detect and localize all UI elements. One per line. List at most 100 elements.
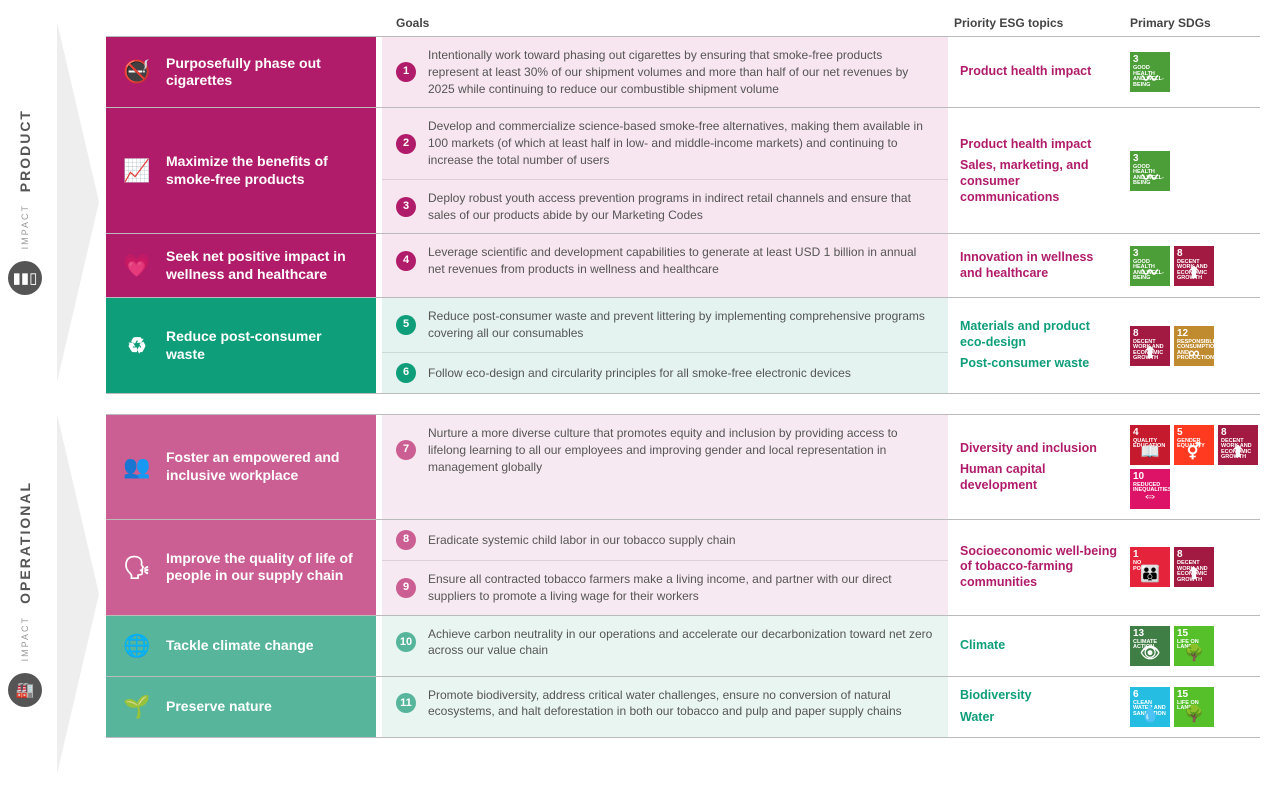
sdg-icon: 📖 bbox=[1130, 445, 1170, 461]
pillar-icon: 📈 bbox=[122, 156, 152, 186]
esg-cell: Product health impactSales, marketing, a… bbox=[954, 108, 1124, 233]
sdg-icon: ⚥ bbox=[1174, 445, 1214, 461]
goals-cell: 2 Develop and commercialize science-based… bbox=[382, 108, 948, 233]
sdg-number: 8 bbox=[1177, 249, 1211, 259]
esg-cell: Innovation in wellness and healthcare bbox=[954, 234, 1124, 297]
sdg-number: 3 bbox=[1133, 154, 1167, 164]
goal-number: 9 bbox=[396, 578, 416, 598]
sdg-tile: 8DECENT WORK AND ECONOMIC GROWTH⬆ bbox=[1130, 326, 1170, 366]
goal-number: 2 bbox=[396, 134, 416, 154]
sdg-icon: ⬆ bbox=[1174, 567, 1214, 583]
goal-text: Promote biodiversity, address critical w… bbox=[428, 687, 934, 721]
sdg-icon: 〰 bbox=[1130, 72, 1170, 88]
sdg-number: 4 bbox=[1133, 428, 1167, 438]
sdg-number: 8 bbox=[1221, 428, 1255, 438]
sdg-icon: ⬆ bbox=[1218, 445, 1258, 461]
goal-item: 7 Nurture a more diverse culture that pro… bbox=[382, 415, 948, 485]
goal-text: Eradicate systemic child labor in our to… bbox=[428, 532, 736, 549]
pillar-cell: 🗣 Improve the quality of life of people i… bbox=[106, 520, 376, 615]
sdgs-cell: 3GOOD HEALTH AND WELL-BEING〰 bbox=[1130, 37, 1260, 107]
sdg-tile: 8DECENT WORK AND ECONOMIC GROWTH⬆ bbox=[1218, 425, 1258, 465]
section-title: PRODUCT bbox=[17, 109, 33, 192]
table-row: 🚭Purposefully phase out cigarettes 1 Inten… bbox=[106, 36, 1260, 107]
pillar-icon: 🌐 bbox=[122, 631, 152, 661]
goal-number: 1 bbox=[396, 62, 416, 82]
pillar-title: Seek net positive impact in wellness and… bbox=[166, 248, 360, 283]
goal-item: 11Promote biodiversity, address critical… bbox=[382, 677, 948, 731]
goal-item: 9Ensure all contracted tobacco farmers m… bbox=[382, 560, 948, 615]
goal-item: 4 Leverage scientific and development cap… bbox=[382, 234, 948, 288]
table-row: 🗣 Improve the quality of life of people i… bbox=[106, 519, 1260, 615]
sdg-icon: ∞ bbox=[1174, 346, 1214, 362]
sdg-number: 8 bbox=[1133, 329, 1167, 339]
pillar-title: Foster an empowered and inclusive workpl… bbox=[166, 449, 360, 484]
pillar-cell: ♻Reduce post-consumer waste bbox=[106, 298, 376, 393]
sdg-tile: 3GOOD HEALTH AND WELL-BEING〰 bbox=[1130, 151, 1170, 191]
sdg-number: 12 bbox=[1177, 329, 1211, 339]
goal-number: 8 bbox=[396, 530, 416, 550]
esg-topic: Innovation in wellness and healthcare bbox=[960, 250, 1118, 281]
sdg-tile: 12RESPONSIBLE CONSUMPTION AND PRODUCTION… bbox=[1174, 326, 1214, 366]
sdg-tile: 15LIFE ON LAND🌳 bbox=[1174, 687, 1214, 727]
section-arrow bbox=[50, 10, 106, 394]
sdg-tile: 10REDUCED INEQUALITIES⇔ bbox=[1130, 469, 1170, 509]
goal-number: 4 bbox=[396, 251, 416, 271]
goal-text: Intentionally work toward phasing out ci… bbox=[428, 47, 934, 97]
sdg-number: 5 bbox=[1177, 428, 1211, 438]
goals-cell: 8 Eradicate systemic child labor in our t… bbox=[382, 520, 948, 615]
pillar-cell: 📈Maximize the benefits of smoke-free pro… bbox=[106, 108, 376, 233]
table-row: 📈Maximize the benefits of smoke-free pro… bbox=[106, 107, 1260, 233]
esg-cell: Product health impact bbox=[954, 37, 1124, 107]
sdg-tile: 3GOOD HEALTH AND WELL-BEING〰 bbox=[1130, 246, 1170, 286]
pillar-cell: 👥 Foster an empowered and inclusive workp… bbox=[106, 415, 376, 519]
pillar-icon: 💗 bbox=[122, 251, 152, 281]
pillar-cell: 🚭Purposefully phase out cigarettes bbox=[106, 37, 376, 107]
header-sdgs: Primary SDGs bbox=[1130, 16, 1260, 30]
section: OPERATIONALIMPACT🏭👥Foster an empowered a… bbox=[0, 404, 1280, 784]
esg-cell: Biodiversity Water bbox=[954, 677, 1124, 737]
esg-cell: Climate bbox=[954, 616, 1124, 676]
section-arrow bbox=[50, 414, 106, 774]
goal-text: Reduce post-consumer waste and prevent l… bbox=[428, 308, 934, 342]
esg-topic: Water bbox=[960, 710, 1118, 726]
table-row: ♻Reduce post-consumer waste5Reduce post-… bbox=[106, 297, 1260, 394]
sdgs-cell: 8DECENT WORK AND ECONOMIC GROWTH⬆12RESPO… bbox=[1130, 298, 1260, 393]
goal-item: 8 Eradicate systemic child labor in our t… bbox=[382, 520, 948, 560]
sdg-tile: 4QUALITY EDUCATION📖 bbox=[1130, 425, 1170, 465]
pillar-icon: 🗣 bbox=[122, 552, 152, 582]
pillar-cell: 🌐Tackle climate change bbox=[106, 616, 376, 676]
sdgs-cell: 4QUALITY EDUCATION📖5GENDER EQUALITY⚥8DEC… bbox=[1130, 415, 1260, 519]
esg-topic: Product health impact bbox=[960, 137, 1118, 153]
esg-topic: Human capital development bbox=[960, 462, 1118, 493]
table-row: 🌐Tackle climate change10Achieve carbon n… bbox=[106, 615, 1260, 676]
esg-topic: Biodiversity bbox=[960, 688, 1118, 704]
esg-topic: Socioeconomic well-being of tobacco-farm… bbox=[960, 544, 1118, 591]
goal-text: Deploy robust youth access prevention pr… bbox=[428, 190, 934, 224]
pillar-title: Improve the quality of life of people in… bbox=[166, 550, 360, 585]
sdg-icon: ⬆ bbox=[1174, 266, 1214, 282]
section-badge-icon: 🏭 bbox=[8, 673, 42, 707]
goal-text: Follow eco-design and circularity princi… bbox=[428, 365, 851, 382]
sdg-icon: 〰 bbox=[1130, 266, 1170, 282]
goals-cell: 11Promote biodiversity, address critical… bbox=[382, 677, 948, 737]
goal-text: Leverage scientific and development capa… bbox=[428, 244, 934, 278]
table-row: 🌱Preserve nature11Promote biodiversity, … bbox=[106, 676, 1260, 738]
pillar-icon: 👥 bbox=[122, 452, 152, 482]
sdg-tile: 13CLIMATE ACTION👁 bbox=[1130, 626, 1170, 666]
section-grid: 👥 Foster an empowered and inclusive workp… bbox=[106, 414, 1260, 774]
esg-cell: Diversity and inclusionHuman capital dev… bbox=[954, 415, 1124, 519]
goal-text: Develop and commercialize science-based … bbox=[428, 118, 934, 168]
goal-number: 7 bbox=[396, 440, 416, 460]
goal-text: Nurture a more diverse culture that prom… bbox=[428, 425, 934, 475]
sdg-icon: 👁 bbox=[1130, 646, 1170, 662]
pillar-title: Reduce post-consumer waste bbox=[166, 328, 360, 363]
sdgs-cell: 13CLIMATE ACTION👁15LIFE ON LAND🌳 bbox=[1130, 616, 1260, 676]
sdgs-cell: 3GOOD HEALTH AND WELL-BEING〰 bbox=[1130, 108, 1260, 233]
sdg-tile: 8DECENT WORK AND ECONOMIC GROWTH⬆ bbox=[1174, 547, 1214, 587]
sdgs-cell: 3GOOD HEALTH AND WELL-BEING〰8DECENT WORK… bbox=[1130, 234, 1260, 297]
goal-item: 1 Intentionally work toward phasing out c… bbox=[382, 37, 948, 107]
sdg-number: 15 bbox=[1177, 690, 1211, 700]
sdg-icon: ⬆ bbox=[1130, 346, 1170, 362]
sdg-number: 3 bbox=[1133, 55, 1167, 65]
sdgs-cell: 1NO POVERTY👪8DECENT WORK AND ECONOMIC GR… bbox=[1130, 520, 1260, 615]
